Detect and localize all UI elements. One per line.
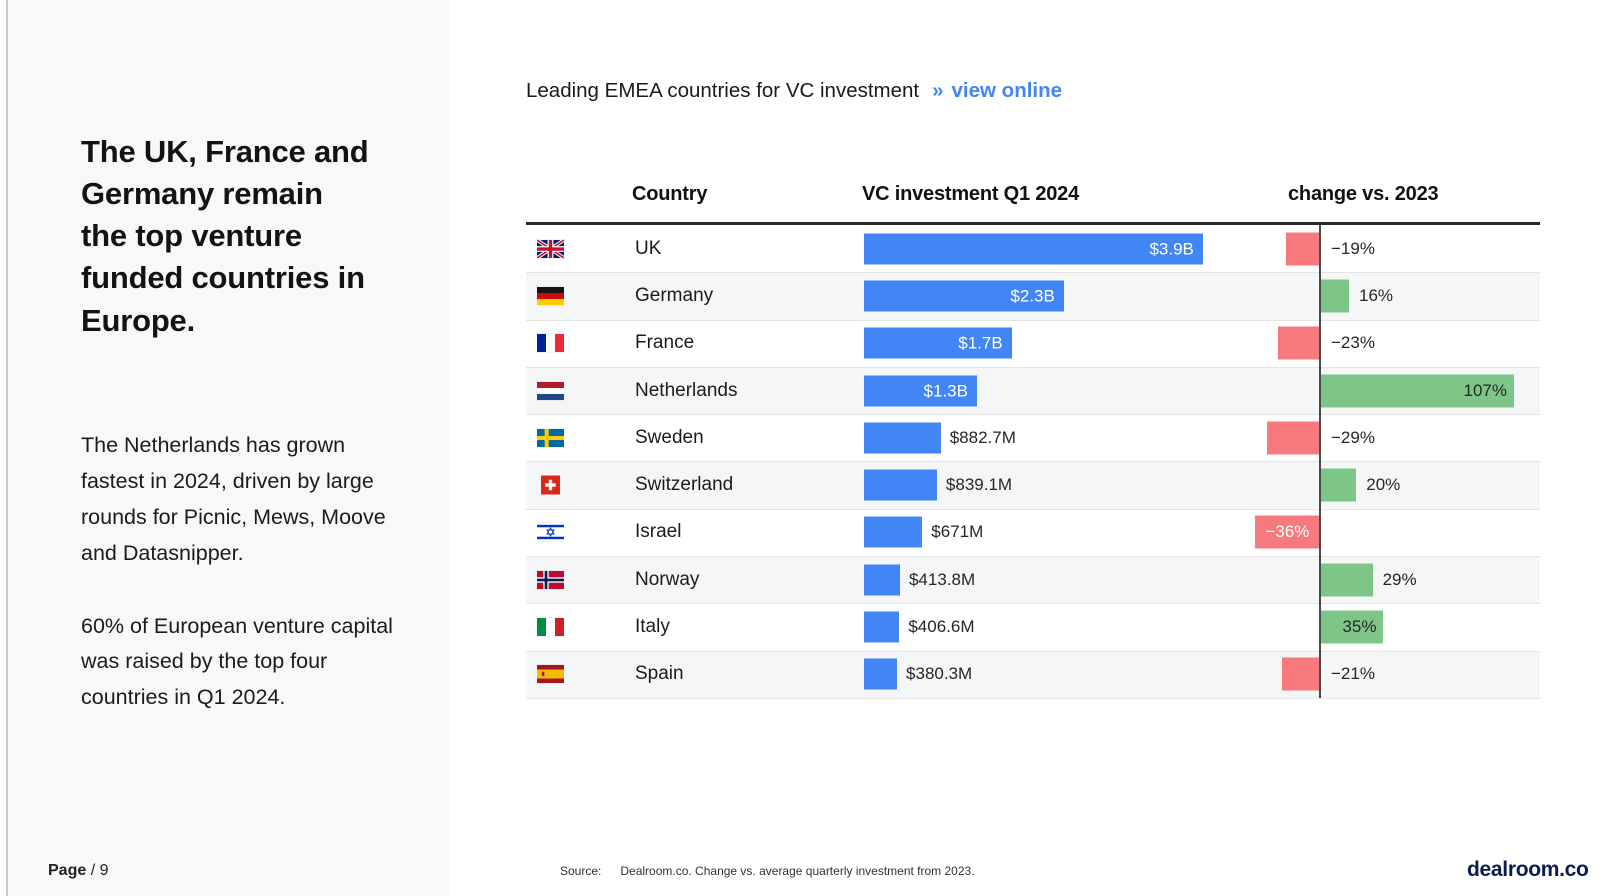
investment-bar (864, 611, 900, 643)
country-name: France (635, 332, 695, 354)
table-row-israel: Israel $671M −36% (526, 509, 1540, 556)
country-name: Norway (635, 568, 700, 590)
chart-header: Leading EMEA countries for VC investment… (526, 79, 1062, 103)
investment-value: $3.9B (1149, 239, 1194, 259)
source-label: Source: (560, 864, 602, 878)
change-value: 29% (1382, 569, 1417, 589)
change-value: 16% (1359, 285, 1394, 305)
double-chevron-icon: » (932, 79, 944, 102)
change-bar-increase (1320, 610, 1384, 644)
investment-value: $882.7M (949, 427, 1016, 447)
sweden-flag-icon (537, 428, 564, 447)
switzerland-flag-icon (541, 475, 560, 495)
source-note: Source: Dealroom.co. Change vs. average q… (560, 864, 975, 878)
country-name: Spain (635, 663, 684, 685)
change-bar-decrease (1285, 232, 1320, 266)
chart-title: Leading EMEA countries for VC investment (526, 79, 920, 102)
column-header-vc-investment: VC investment Q1 2024 (862, 183, 1080, 205)
investment-value: $2.3B (1010, 286, 1055, 306)
investment-bar (864, 658, 898, 690)
page-number: Page / 9 (48, 862, 109, 880)
change-bar-decrease (1278, 326, 1320, 360)
page-value: / 9 (90, 862, 109, 879)
change-value: 35% (1342, 617, 1377, 637)
zero-axis-line (1319, 225, 1321, 698)
change-value: 107% (1463, 380, 1507, 400)
sidebar: The UK, France and Germany remain the to… (6, 0, 449, 896)
table-row-france: France $1.7B −23% (526, 320, 1540, 367)
investment-value: $380.3M (906, 664, 973, 684)
change-value: −19% (1331, 238, 1375, 258)
column-header-country: Country (632, 183, 708, 205)
investment-bar: $2.3B (864, 280, 1064, 312)
investment-value: $839.1M (945, 475, 1013, 495)
headline: The UK, France and Germany remain the to… (81, 134, 369, 338)
table-row-germany: Germany $2.3B 16% (526, 272, 1540, 320)
norway-flag-icon (537, 570, 564, 589)
column-header-change: change vs. 2023 (1288, 183, 1439, 205)
netherlands-flag-icon (537, 381, 564, 400)
table-row-norway: Norway $413.8M 29% (526, 556, 1540, 604)
country-name: Italy (635, 616, 670, 638)
change-value: 20% (1366, 475, 1401, 495)
dealroom-logo: dealroom.co (1467, 858, 1589, 881)
investment-bar (864, 469, 937, 501)
investment-value: $671M (931, 522, 984, 542)
table-row-italy: Italy $406.6M 35% (526, 603, 1540, 650)
investment-bar: $3.9B (864, 233, 1203, 265)
country-name: UK (635, 237, 662, 259)
change-value: −36% (1265, 522, 1310, 542)
change-value: −23% (1331, 333, 1375, 353)
change-bar-decrease (1267, 421, 1320, 455)
change-bar-decrease (1281, 657, 1320, 691)
investment-value: $413.8M (908, 569, 976, 589)
germany-flag-icon (537, 286, 564, 305)
country-name: Germany (635, 284, 714, 306)
change-bar-increase (1320, 279, 1349, 313)
investment-bar: $1.3B (864, 375, 977, 407)
investment-value: $406.6M (908, 617, 975, 637)
change-bar-decrease (1254, 515, 1320, 549)
table-row-netherlands: Netherlands $1.3B 107% (526, 366, 1540, 415)
change-bar-increase (1320, 468, 1357, 502)
country-name: Switzerland (635, 474, 734, 496)
table-header: Country VC investment Q1 2024 change vs.… (526, 165, 1540, 225)
table-row-spain: Spain $380.3M −21% (526, 650, 1540, 698)
change-value: −29% (1331, 427, 1375, 447)
table-body: UK $3.9B −19% Germany $2.3B 16% France $1.7B −23… (526, 225, 1540, 699)
country-name: Israel (635, 521, 682, 543)
vc-investment-table: Country VC investment Q1 2024 change vs.… (526, 165, 1540, 699)
israel-flag-icon (537, 523, 564, 542)
view-online-label: view online (951, 79, 1063, 102)
paragraph-top-four: 60% of European venture capital was rais… (81, 613, 393, 710)
investment-bar (864, 516, 923, 548)
investment-bar (864, 564, 900, 596)
spain-flag-icon (537, 665, 564, 684)
table-row-sweden: Sweden $882.7M −29% (526, 414, 1540, 461)
table-row-uk: UK $3.9B −19% (526, 225, 1540, 272)
investment-bar (864, 422, 941, 454)
paragraph-netherlands: The Netherlands has grown fastest in 202… (81, 433, 386, 565)
source-text: Dealroom.co. Change vs. average quarterl… (620, 864, 975, 878)
investment-bar: $1.7B (864, 327, 1012, 359)
france-flag-icon (537, 334, 564, 353)
view-online-link[interactable]: » view online (932, 79, 1062, 102)
investment-value: $1.3B (923, 381, 968, 401)
investment-value: $1.7B (958, 333, 1003, 353)
country-name: Sweden (635, 426, 704, 448)
table-row-switzerland: Switzerland $839.1M 20% (526, 461, 1540, 509)
change-bar-increase (1320, 563, 1373, 597)
change-bar-increase (1320, 374, 1514, 408)
page-label: Page (48, 862, 87, 879)
change-value: −21% (1331, 664, 1375, 684)
country-name: Netherlands (635, 379, 738, 401)
sidebar-copy: The Netherlands has grown fastest in 202… (81, 428, 393, 753)
italy-flag-icon (537, 618, 564, 637)
uk-flag-icon (537, 239, 564, 259)
